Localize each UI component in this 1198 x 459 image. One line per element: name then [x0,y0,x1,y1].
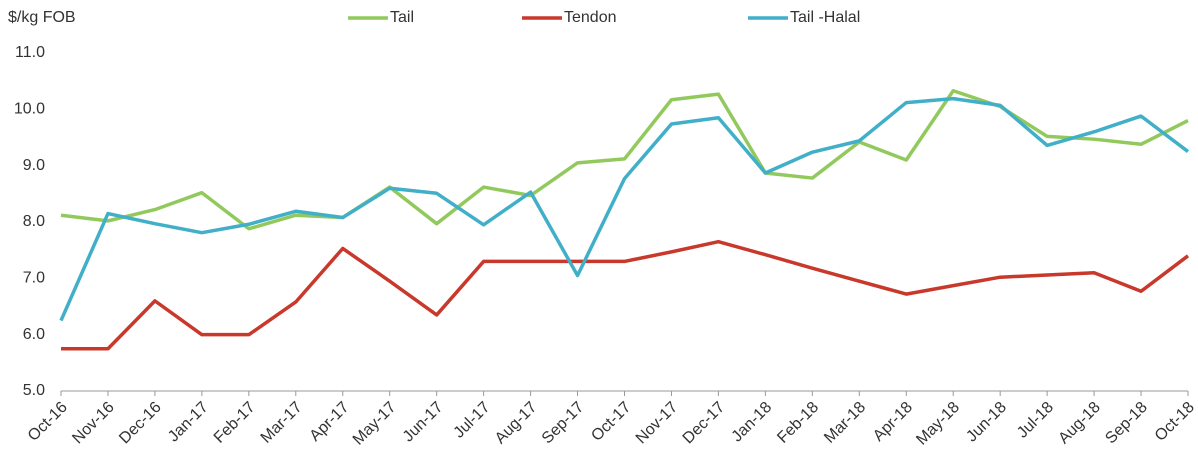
x-tick-label: Oct-18 [1152,399,1198,445]
x-tick-label: Apr-17 [307,399,353,445]
x-tick-label: Jan-17 [165,399,212,446]
y-tick-label: 11.0 [15,44,45,61]
series-line [59,96,1190,322]
x-tick-label: Feb-18 [774,399,822,447]
y-tick-label: 9.0 [23,157,45,174]
x-tick-label: Mar-17 [258,399,306,447]
y-tick-label: 10.0 [14,101,45,118]
x-tick-label: Nov-16 [69,399,118,448]
x-tick-label: Feb-17 [211,399,259,447]
x-tick-label: Jul-18 [1014,399,1057,442]
legend-label: Tail [390,9,414,26]
x-tick-label: Nov-17 [633,399,682,448]
x-tick-label: Jun-18 [963,399,1010,446]
x-tick-label: Jul-17 [451,399,494,442]
y-tick-label: 6.0 [23,326,45,343]
y-tick-label: 5.0 [23,382,45,399]
x-tick-label: Dec-16 [116,399,165,448]
x-tick-label: Jan-18 [729,399,776,446]
x-tick-label: Oct-17 [588,399,634,445]
x-tick-label: Oct-16 [25,399,71,445]
x-tick-label: Aug-18 [1055,399,1104,448]
x-tick-label: Mar-18 [821,399,869,447]
x-tick-label: Jun-17 [400,399,447,446]
x-tick-label: Sep-17 [539,399,588,448]
x-tick-label: Dec-17 [680,399,729,448]
legend-label: Tendon [564,9,617,26]
series-line [61,239,1190,351]
x-tick-label: Aug-17 [492,399,541,448]
series-line [60,88,1189,231]
y-axis-label: $/kg FOB [8,9,76,26]
legend-label: Tail -Halal [790,9,860,26]
x-tick-label: May-18 [913,399,963,449]
x-tick-label: May-17 [350,399,400,449]
x-tick-label: Sep-18 [1102,399,1151,448]
y-tick-label: 7.0 [23,270,45,287]
x-tick-label: Apr-18 [870,399,916,445]
y-tick-label: 8.0 [23,213,45,230]
